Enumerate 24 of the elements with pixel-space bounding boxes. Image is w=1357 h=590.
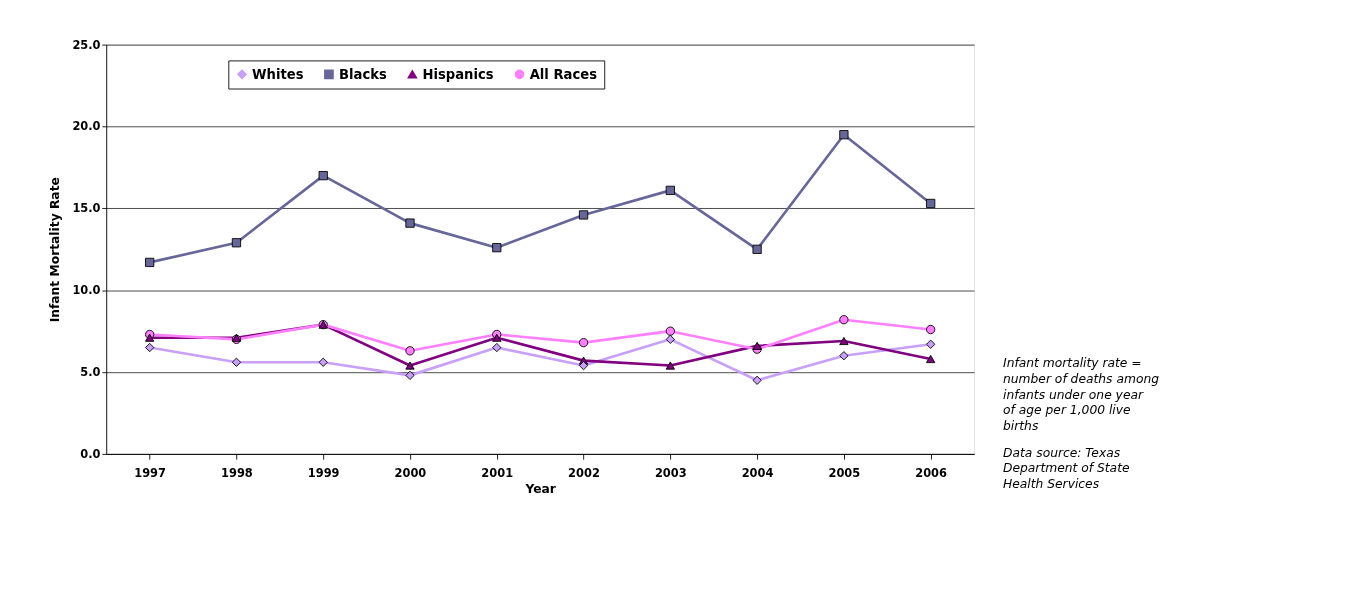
x-tick-label: 2000 (394, 466, 427, 481)
legend-label: Whites (252, 66, 304, 82)
y-tick-label: 15.0 (72, 201, 101, 216)
x-tick-label: 2006 (915, 466, 948, 481)
x-tick-label: 2005 (828, 466, 861, 481)
legend-label: Blacks (339, 66, 387, 82)
x-tick-label: 2002 (568, 466, 600, 481)
x-axis-title: Year (524, 482, 557, 497)
x-tick-label: 1999 (307, 466, 340, 481)
legend-label: Hispanics (422, 66, 494, 82)
legend-label: All Races (529, 66, 598, 82)
y-axis-title: Infant Mortality Rate (48, 177, 63, 323)
x-tick-label: 1997 (134, 466, 167, 481)
x-tick-label: 2003 (654, 466, 687, 481)
y-tick-label: 10.0 (72, 283, 101, 298)
y-tick-label: 0.0 (80, 446, 101, 461)
y-tick-label: 25.0 (72, 37, 101, 52)
x-tick-label: 1998 (221, 466, 253, 481)
source-note: Data source: Texas Department of State Health Services (1003, 445, 1130, 492)
x-tick-label: 2004 (741, 466, 774, 481)
text: Infant mortality rate = number of deaths among infants under one year of age per 1,000 live births (1003, 356, 1160, 434)
y-tick-label: 5.0 (80, 365, 101, 380)
y-tick-label: 20.0 (72, 119, 101, 134)
x-tick-label: 2001 (481, 466, 514, 481)
